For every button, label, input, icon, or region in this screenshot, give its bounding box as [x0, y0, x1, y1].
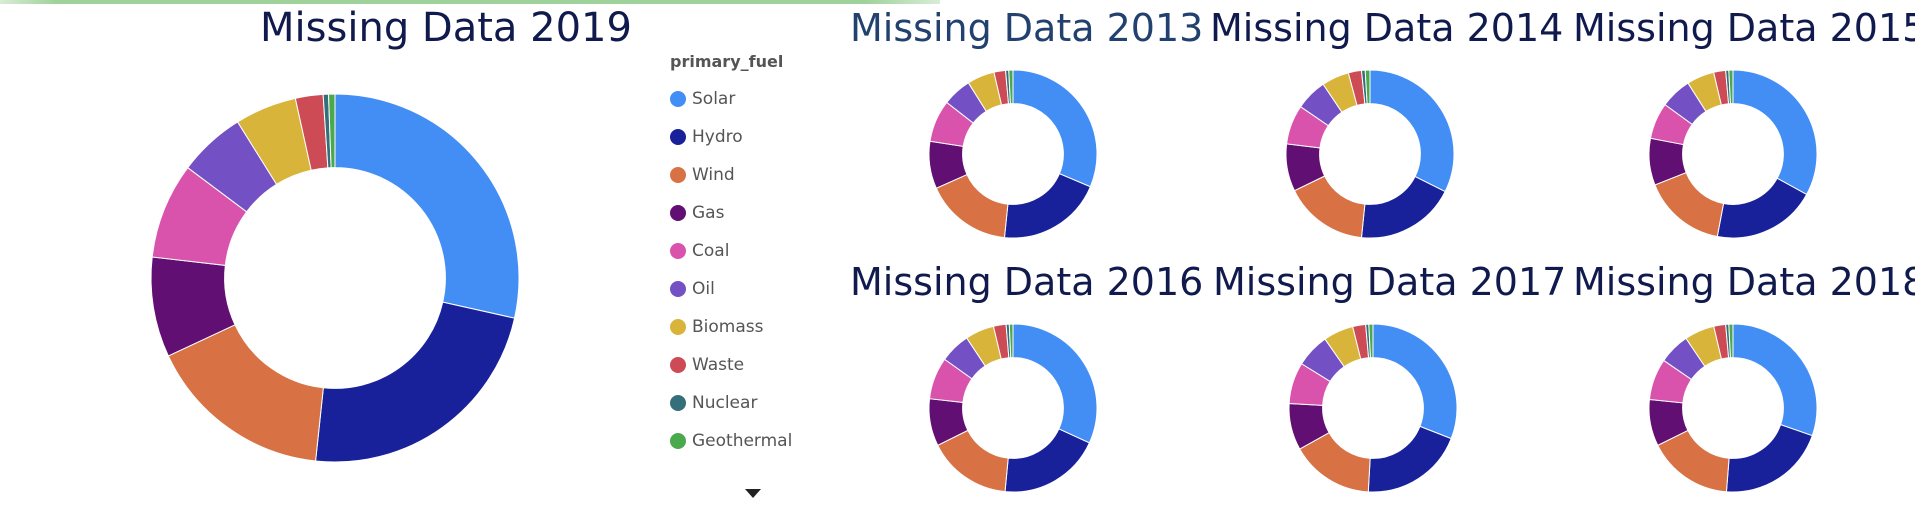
legend-item-waste[interactable]: Waste: [668, 346, 808, 384]
donut-slice-solar[interactable]: [1372, 323, 1458, 440]
donut-panel-2015: Missing Data 2015: [1573, 6, 1915, 56]
legend-label: Geothermal: [692, 431, 793, 451]
legend-label: Nuclear: [692, 393, 758, 413]
legend-item-nuclear[interactable]: Nuclear: [668, 384, 808, 422]
donut-chart[interactable]: [0, 0, 1458, 493]
legend-swatch-icon: [670, 91, 686, 107]
donut-slice-geothermal[interactable]: [1368, 323, 1374, 359]
donut-slice-solar[interactable]: [1369, 69, 1455, 193]
legend-label: Oil: [692, 279, 715, 299]
chart-title: Missing Data 2014: [1210, 6, 1564, 50]
legend-swatch-icon: [670, 167, 686, 183]
chart-title: Missing Data 2013: [850, 6, 1204, 50]
donut-panel-2019: Missing Data 2019: [150, 5, 696, 476]
legend-item-gas[interactable]: Gas: [668, 194, 808, 232]
legend-swatch-icon: [670, 205, 686, 221]
legend-item-hydro[interactable]: Hydro: [668, 118, 808, 156]
donut-slice-hydro[interactable]: [1360, 175, 1446, 239]
legend-label: Waste: [692, 355, 745, 375]
legend-item-oil[interactable]: Oil: [668, 270, 808, 308]
donut-slice-solar[interactable]: [1732, 69, 1818, 196]
legend-label: Gas: [692, 203, 725, 223]
donut-slice-geothermal[interactable]: [1728, 69, 1734, 105]
donut-slice-hydro[interactable]: [1004, 428, 1091, 493]
donut-slice-solar[interactable]: [1012, 69, 1098, 188]
chart-title: Missing Data 2017: [1213, 260, 1567, 304]
legend-swatch-icon: [670, 395, 686, 411]
donut-slice-geothermal[interactable]: [1008, 323, 1014, 359]
donut-slice-wind[interactable]: [935, 173, 1009, 239]
legend-label: Wind: [692, 165, 735, 185]
donut-slice-hydro[interactable]: [1725, 423, 1813, 493]
donut-chart[interactable]: [0, 0, 1098, 493]
chart-title: Missing Data 2019: [260, 5, 632, 51]
donut-panel-2017: Missing Data 2017: [1213, 260, 1567, 310]
legend-swatch-icon: [670, 243, 686, 259]
legend-swatch-icon: [670, 433, 686, 449]
donut-chart[interactable]: [0, 0, 520, 463]
donut-chart[interactable]: [0, 0, 1098, 239]
legend-item-biomass[interactable]: Biomass: [668, 308, 808, 346]
donut-panel-2018: Missing Data 2018: [1573, 260, 1915, 310]
donut-slice-geothermal[interactable]: [328, 93, 336, 169]
donut-panel-2013: Missing Data 2013: [850, 6, 1204, 56]
donut-panel-2014: Missing Data 2014: [1210, 6, 1564, 56]
legend-items: Solar Hydro Wind Gas Coal Oil Biomass Waste Nucl…: [668, 80, 808, 460]
legend-label: Hydro: [692, 127, 743, 147]
chart-title: Missing Data 2016: [850, 260, 1204, 304]
legend-item-coal[interactable]: Coal: [668, 232, 808, 270]
donut-slice-hydro[interactable]: [1716, 177, 1808, 239]
donut-chart[interactable]: [0, 0, 1818, 239]
donut-slice-geothermal[interactable]: [1364, 69, 1371, 105]
donut-slice-hydro[interactable]: [1367, 425, 1452, 493]
donut-slice-solar[interactable]: [334, 93, 520, 319]
donut-slice-hydro[interactable]: [315, 301, 516, 463]
donut-slice-wind[interactable]: [1654, 171, 1725, 238]
legend-label: Biomass: [692, 317, 764, 337]
legend-item-wind[interactable]: Wind: [668, 156, 808, 194]
donut-chart[interactable]: [0, 0, 1818, 493]
donut-slice-hydro[interactable]: [1003, 173, 1092, 239]
legend-scroll-down-icon[interactable]: [745, 489, 761, 498]
legend-swatch-icon: [670, 357, 686, 373]
top-progress-bar: [0, 0, 940, 4]
legend-swatch-icon: [670, 281, 686, 297]
donut-slice-geothermal[interactable]: [1728, 323, 1734, 359]
legend-item-solar[interactable]: Solar: [668, 80, 808, 118]
chart-title: Missing Data 2018: [1573, 260, 1915, 304]
donut-slice-geothermal[interactable]: [1008, 69, 1014, 105]
donut-slice-solar[interactable]: [1732, 323, 1818, 437]
legend-title: primary_fuel: [670, 52, 784, 71]
legend-label: Coal: [692, 241, 730, 261]
legend-swatch-icon: [670, 129, 686, 145]
donut-chart[interactable]: [0, 0, 1455, 239]
legend-item-geothermal[interactable]: Geothermal: [668, 422, 808, 460]
legend-swatch-icon: [670, 319, 686, 335]
chart-title: Missing Data 2015: [1573, 6, 1915, 50]
donut-panel-2016: Missing Data 2016: [850, 260, 1204, 310]
donut-slice-solar[interactable]: [1012, 323, 1098, 444]
legend: primary_fuel Solar Hydro Wind Gas Coal Oil Bio…: [668, 52, 808, 460]
legend-label: Solar: [692, 89, 736, 109]
